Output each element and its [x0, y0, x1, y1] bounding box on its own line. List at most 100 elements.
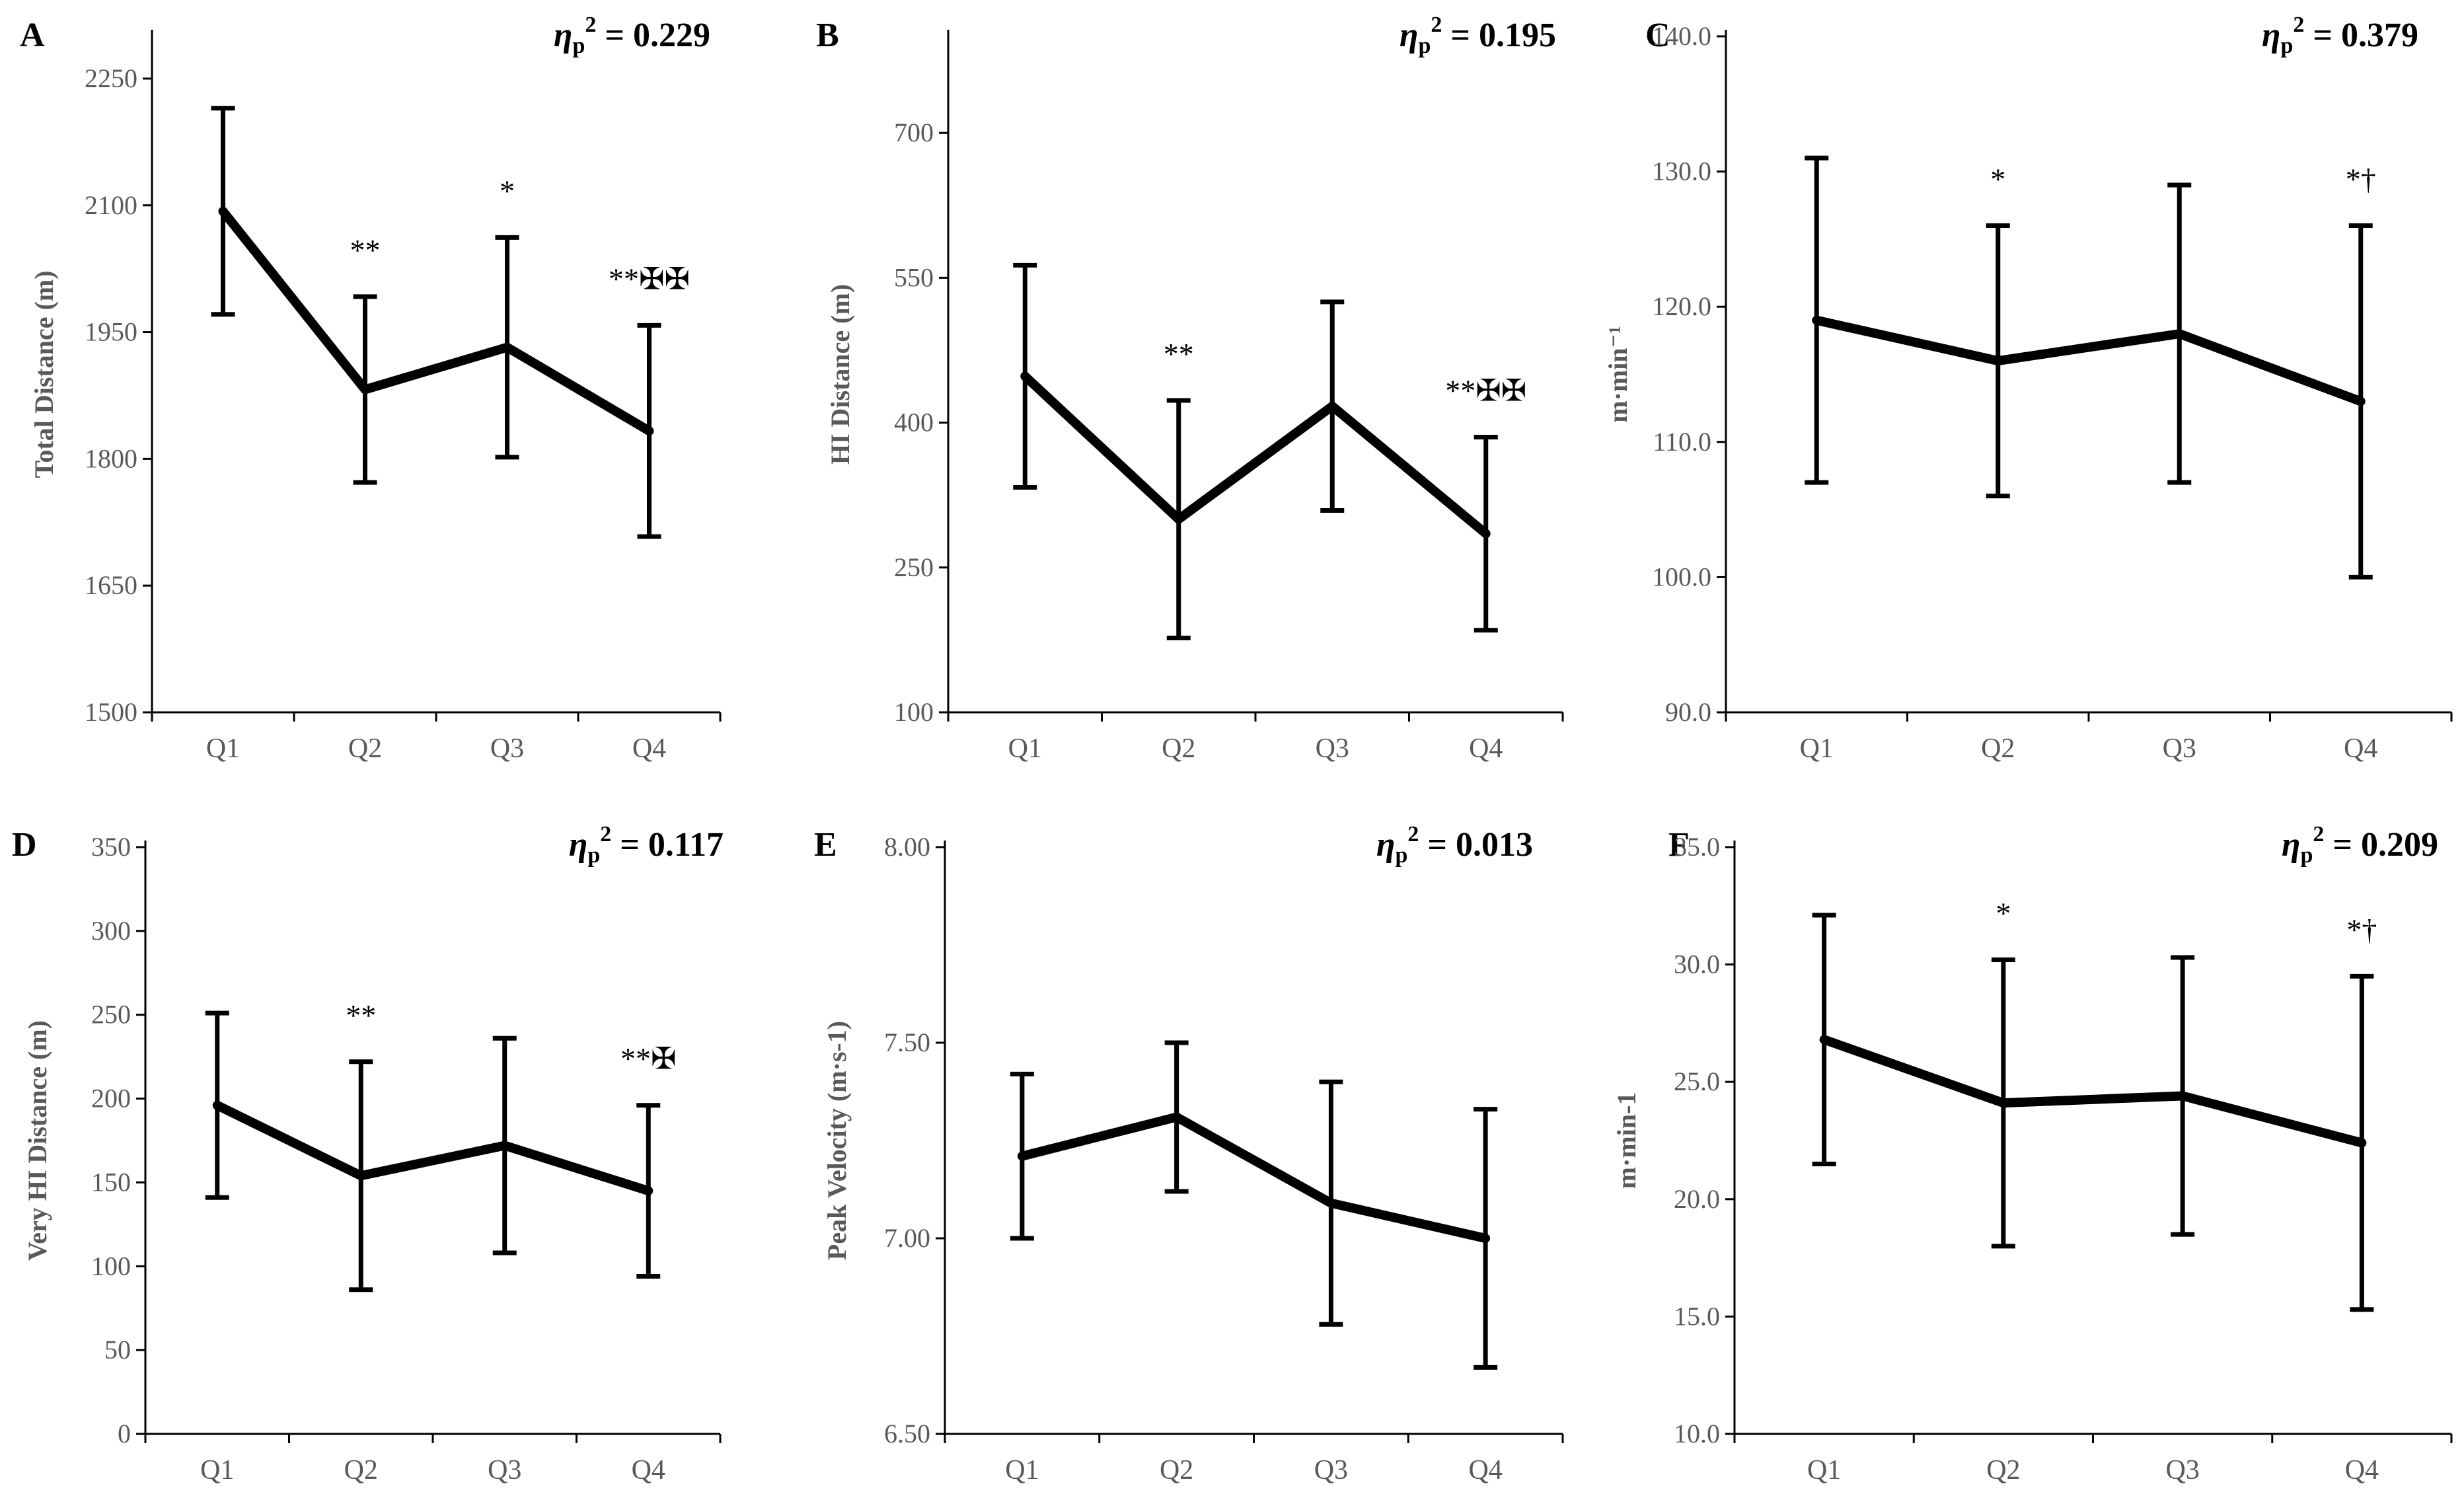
series-line	[212, 1100, 653, 1196]
data-point	[1481, 529, 1490, 538]
x-tick-label: Q4	[632, 733, 666, 764]
data-point	[2356, 397, 2365, 406]
y-axis-label: Peak Velocity (m·s-1)	[822, 1021, 852, 1260]
y-tick-label: 110.0	[1653, 427, 1711, 457]
x-tick-label: Q1	[1807, 1455, 1841, 1485]
data-point	[1820, 1035, 1828, 1044]
data-point	[1021, 372, 1029, 381]
series-line	[1020, 371, 1491, 539]
y-tick-label: 25.0	[1674, 1067, 1720, 1096]
data-point	[1018, 1152, 1026, 1160]
significance-marker: **	[346, 998, 376, 1032]
y-axis-label: Very HI Distance (m)	[22, 1020, 52, 1261]
y-tick-label: 20.0	[1674, 1184, 1720, 1214]
panel-letter: F	[1668, 826, 1690, 864]
significance-marker: *†	[2346, 162, 2376, 196]
effect-size-annotation: ηp2 = 0.379	[2262, 13, 2418, 58]
data-point	[357, 1172, 365, 1180]
y-tick-label: 15.0	[1674, 1301, 1720, 1331]
data-point	[500, 1141, 509, 1150]
significance-marker: **✠✠	[1445, 373, 1526, 407]
x-tick-label: Q2	[348, 733, 382, 764]
panel-letter: C	[1645, 17, 1670, 54]
y-tick-label: 100	[894, 697, 934, 727]
x-tick-label: Q4	[1468, 1455, 1502, 1485]
y-tick-label: 100.0	[1652, 562, 1711, 591]
panel-letter: B	[816, 17, 839, 54]
y-axis-label: m·min-1	[1612, 1092, 1641, 1189]
x-tick-label: Q3	[490, 733, 524, 764]
data-point	[644, 1187, 653, 1195]
significance-marker: **✠	[620, 1042, 677, 1076]
x-tick-label: Q2	[1986, 1455, 2020, 1485]
significance-marker: **	[1164, 337, 1194, 371]
y-tick-label: 550	[894, 262, 934, 292]
y-tick-label: 300	[91, 916, 131, 946]
effect-size-annotation: ηp2 = 0.229	[554, 13, 710, 58]
x-tick-label: Q4	[2344, 733, 2377, 764]
y-tick-label: 120.0	[1652, 291, 1711, 321]
y-tick-label: 130.0	[1652, 157, 1711, 186]
y-tick-label: 30.0	[1674, 950, 1720, 979]
panel-letter: A	[20, 17, 45, 54]
significance-marker: **	[350, 233, 381, 267]
x-tick-label: Q3	[2165, 1455, 2199, 1485]
y-tick-label: 1800	[85, 443, 137, 473]
y-axis-label: Total Distance (m)	[29, 270, 59, 478]
y-tick-label: 7.50	[884, 1028, 930, 1057]
data-point	[1481, 1234, 1490, 1242]
y-tick-label: 7.00	[884, 1223, 930, 1253]
y-tick-label: 200	[91, 1084, 131, 1113]
significance-marker: *†	[2346, 913, 2377, 946]
effect-size-annotation: ηp2 = 0.117	[569, 822, 724, 868]
data-point	[1812, 316, 1821, 324]
y-tick-label: 8.00	[884, 832, 930, 862]
y-tick-label: 1650	[85, 570, 137, 600]
y-tick-label: 1500	[85, 697, 137, 727]
data-point	[219, 207, 227, 215]
x-tick-label: Q3	[2163, 733, 2196, 764]
y-tick-label: 0	[118, 1419, 131, 1448]
data-point	[2358, 1139, 2366, 1147]
y-tick-label: 1950	[85, 317, 137, 347]
significance-marker: **✠✠	[609, 262, 690, 295]
y-tick-label: 6.50	[884, 1419, 930, 1448]
data-point	[361, 385, 369, 394]
panel-letter: E	[814, 826, 837, 864]
x-tick-label: Q1	[1008, 733, 1042, 764]
data-point	[213, 1101, 221, 1109]
y-tick-label: 150	[91, 1167, 131, 1197]
data-point	[1328, 402, 1337, 410]
panel-letter: D	[12, 826, 37, 864]
significance-marker: *	[500, 174, 515, 207]
x-tick-label: Q2	[344, 1455, 378, 1485]
series-line	[1819, 1035, 2367, 1148]
effect-size-annotation: ηp2 = 0.013	[1376, 822, 1533, 868]
data-point	[1327, 1199, 1335, 1207]
y-tick-label: 350	[91, 832, 131, 862]
y-tick-label: 140.0	[1652, 21, 1711, 51]
significance-marker: *	[1990, 162, 2005, 196]
y-tick-label: 250	[894, 552, 934, 582]
x-tick-label: Q1	[206, 733, 240, 764]
series-line	[1017, 1112, 1491, 1243]
effect-size-annotation: ηp2 = 0.195	[1400, 13, 1556, 58]
x-tick-label: Q4	[1469, 733, 1503, 764]
y-axis-label: HI Distance (m)	[825, 284, 855, 465]
y-tick-label: 2100	[85, 190, 137, 220]
data-point	[645, 427, 653, 435]
data-point	[2175, 330, 2184, 338]
y-tick-label: 700	[894, 118, 934, 147]
x-tick-label: Q3	[1316, 733, 1349, 764]
x-tick-label: Q2	[1160, 1455, 1193, 1485]
x-tick-label: Q2	[1162, 733, 1195, 764]
x-tick-label: Q3	[1314, 1455, 1348, 1485]
y-tick-label: 100	[91, 1251, 131, 1281]
x-tick-label: Q1	[1800, 733, 1834, 764]
y-tick-label: 400	[894, 408, 934, 437]
